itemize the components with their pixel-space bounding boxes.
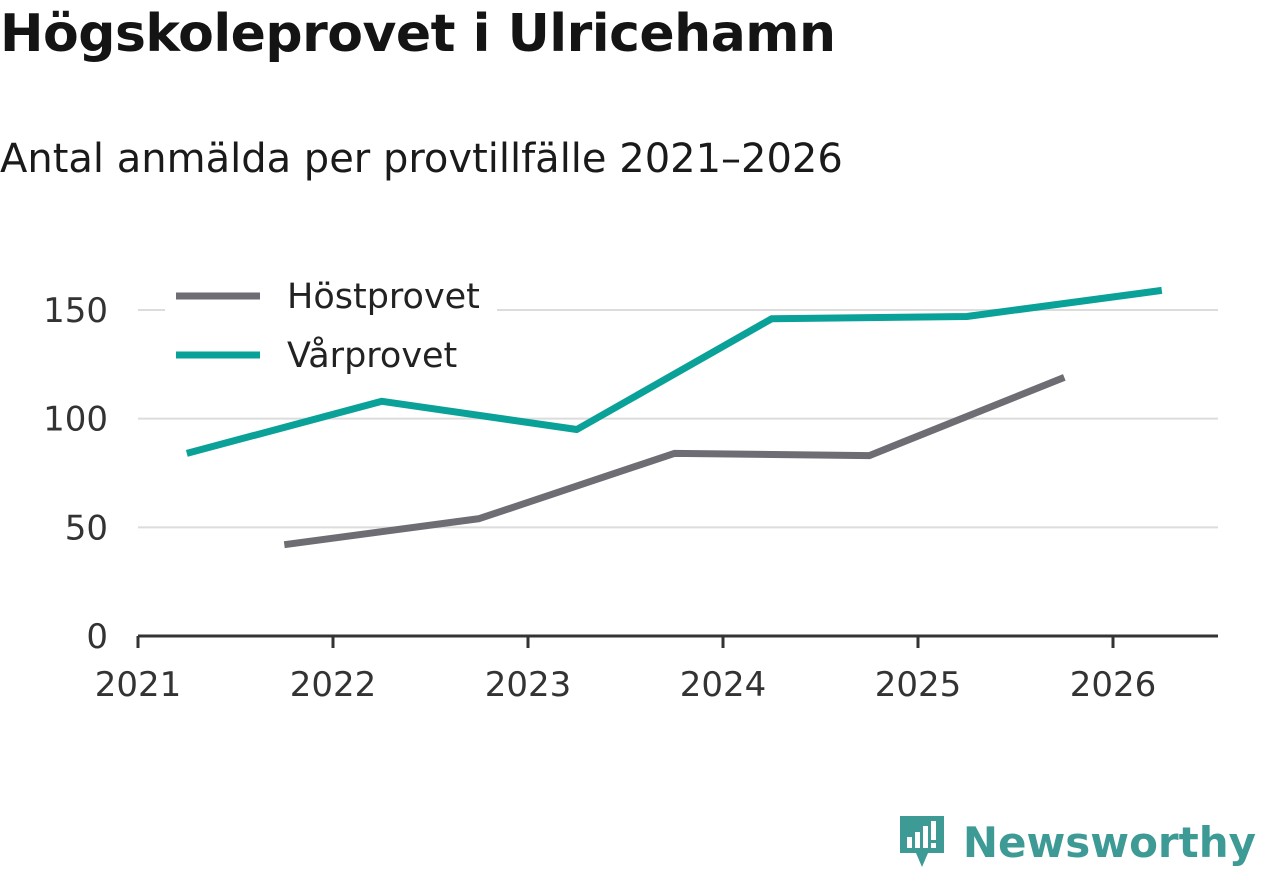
legend-label: Vårprovet [287, 335, 457, 376]
chart-subtitle: Antal anmälda per provtillfälle 2021–202… [0, 136, 843, 182]
y-axis-ticks: 0 50 100 150 [43, 291, 108, 657]
chart-title: Högskoleprovet i Ulricehamn [0, 4, 836, 64]
x-tick-label: 2022 [290, 665, 377, 705]
newsworthy-logo: Newsworthy [897, 813, 1256, 871]
brand-name: Newsworthy [962, 817, 1256, 867]
x-tick-label: 2021 [95, 665, 182, 705]
bar-chart-speech-bubble-icon [899, 816, 944, 867]
x-tick-label: 2026 [1070, 665, 1157, 705]
x-tick-label: 2023 [485, 665, 572, 705]
y-tick-label: 0 [86, 617, 108, 657]
legend: Höstprovet Vårprovet [165, 275, 497, 385]
y-tick-label: 150 [43, 291, 108, 331]
series-lines [185, 286, 1163, 549]
x-tick-label: 2025 [875, 665, 962, 705]
x-tick-label: 2024 [680, 665, 767, 705]
legend-label: Höstprovet [287, 277, 480, 317]
x-axis-ticks: 2021 2022 2023 2024 2025 2026 [95, 636, 1157, 705]
y-tick-label: 100 [43, 400, 108, 440]
y-tick-label: 50 [65, 508, 108, 548]
series-line-varprovet [185, 286, 1163, 457]
series-line-hostprovet [283, 374, 1066, 549]
